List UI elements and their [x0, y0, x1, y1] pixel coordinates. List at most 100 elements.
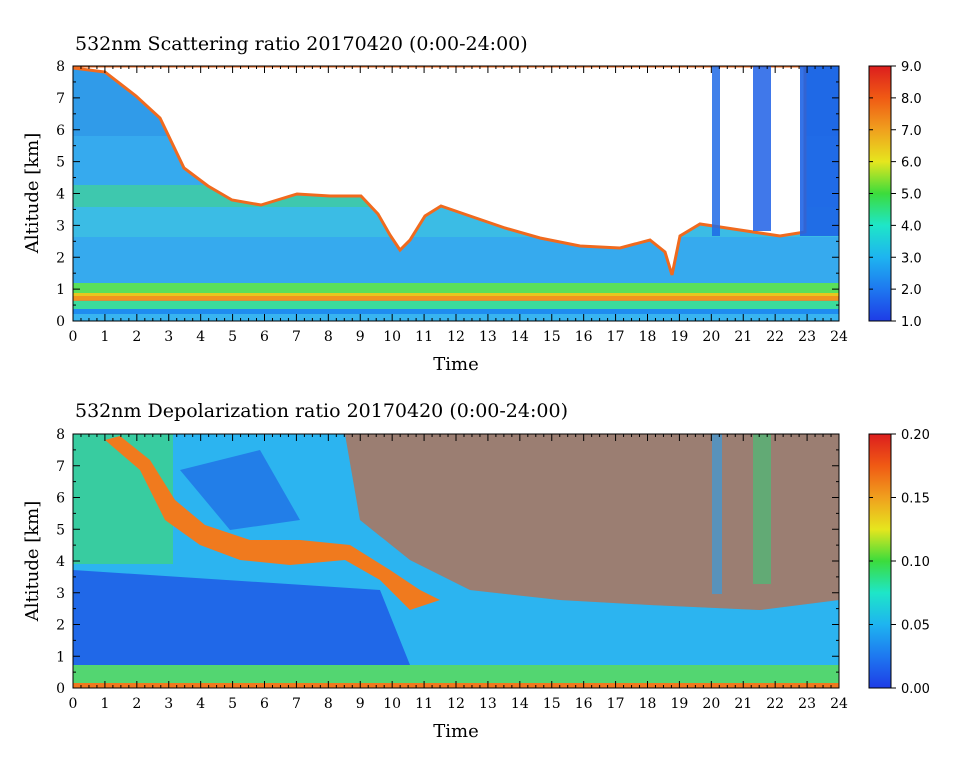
colorbar-tick-label: 5.0 [901, 188, 922, 203]
x-tick-label: 22 [766, 696, 784, 712]
x-tick-label: 17 [607, 696, 625, 712]
scattering-heatmap [73, 66, 839, 321]
colorbar-tick-label: 6.0 [901, 156, 922, 171]
colorbar-tick-label: 7.0 [901, 124, 922, 139]
depolarization-y-axis: 0 1 2 3 4 5 6 7 8 [56, 427, 839, 697]
x-tick-label: 19 [671, 696, 689, 712]
depolarization-title: 532nm Depolarization ratio 20170420 (0:0… [75, 400, 568, 422]
scattering-colorbar-ticks: 1.0 2.0 3.0 4.0 5.0 6.0 7.0 8.0 9.0 [869, 60, 922, 330]
y-tick-label: 6 [56, 123, 65, 139]
colorbar-tick-label: 8.0 [901, 92, 922, 107]
x-tick-label: 12 [447, 329, 465, 345]
y-tick-label: 4 [56, 554, 65, 570]
x-tick-label: 11 [415, 329, 433, 345]
x-tick-label: 3 [164, 696, 173, 712]
x-tick-label: 8 [324, 329, 333, 345]
scattering-title: 532nm Scattering ratio 20170420 (0:00-24… [75, 33, 528, 55]
x-tick-label: 21 [734, 329, 752, 345]
y-tick-label: 5 [56, 155, 65, 171]
scattering-y-label: Altitude [km] [22, 133, 43, 255]
x-tick-label: 21 [734, 696, 752, 712]
x-tick-label: 15 [543, 329, 561, 345]
x-tick-label: 10 [383, 696, 401, 712]
scattering-panel: 532nm Scattering ratio 20170420 (0:00-24… [22, 33, 922, 375]
depolarization-x-label: Time [433, 721, 478, 742]
colorbar-tick-label: 3.0 [901, 251, 922, 266]
x-tick-label: 16 [575, 696, 593, 712]
y-tick-label: 0 [56, 314, 65, 330]
y-tick-label: 3 [56, 218, 65, 234]
x-tick-label: 18 [639, 696, 657, 712]
y-tick-label: 8 [56, 59, 65, 75]
y-tick-label: 7 [56, 459, 65, 475]
colorbar-tick-label: 1.0 [901, 315, 922, 330]
x-tick-label: 6 [260, 696, 269, 712]
scattering-x-label: Time [433, 354, 478, 375]
x-tick-label: 22 [766, 329, 784, 345]
y-tick-label: 7 [56, 91, 65, 107]
x-tick-label: 7 [292, 696, 301, 712]
depolarization-x-axis: 0 1 2 3 4 5 6 7 8 9 10 11 12 13 14 15 16 17 18 19 20 21 22 23 24 [69, 434, 848, 712]
scattering-y-axis: 0 1 2 3 4 5 6 7 8 [56, 59, 839, 330]
y-tick-label: 3 [56, 586, 65, 602]
scattering-cloud-region [73, 66, 807, 276]
depolarization-colorbar-ticks: 0.00 0.05 0.10 0.15 0.20 [869, 428, 930, 697]
x-tick-label: 14 [511, 696, 529, 712]
x-tick-label: 11 [415, 696, 433, 712]
x-tick-label: 1 [100, 696, 109, 712]
x-tick-label: 13 [479, 696, 497, 712]
x-tick-label: 24 [830, 696, 848, 712]
y-tick-label: 0 [56, 681, 65, 697]
x-tick-label: 20 [702, 329, 720, 345]
x-tick-label: 17 [607, 329, 625, 345]
y-tick-label: 2 [56, 618, 65, 634]
x-tick-label: 5 [228, 696, 237, 712]
x-tick-label: 18 [639, 329, 657, 345]
x-tick-label: 1 [100, 329, 109, 345]
colorbar-tick-label: 0.10 [901, 555, 930, 570]
depolarization-y-label: Altitude [km] [22, 501, 43, 623]
colorbar-tick-label: 0.00 [901, 682, 930, 697]
x-tick-label: 4 [196, 329, 205, 345]
colorbar-tick-label: 0.20 [901, 428, 930, 443]
x-tick-label: 0 [69, 696, 78, 712]
x-tick-label: 2 [132, 329, 141, 345]
x-tick-label: 20 [702, 696, 720, 712]
x-tick-label: 6 [260, 329, 269, 345]
x-tick-label: 10 [383, 329, 401, 345]
x-tick-label: 12 [447, 696, 465, 712]
colorbar-tick-label: 9.0 [901, 60, 922, 75]
x-tick-label: 4 [196, 696, 205, 712]
x-tick-label: 13 [479, 329, 497, 345]
colorbar-tick-label: 2.0 [901, 283, 922, 298]
x-tick-label: 8 [324, 696, 333, 712]
x-tick-label: 24 [830, 329, 848, 345]
x-tick-label: 3 [164, 329, 173, 345]
y-tick-label: 6 [56, 491, 65, 507]
depolarization-heatmap [73, 434, 839, 688]
y-tick-label: 5 [56, 522, 65, 538]
colorbar-tick-label: 0.15 [901, 492, 930, 507]
scattering-x-axis: 0 1 2 3 4 5 6 7 8 9 10 11 12 13 14 15 16 17 18 19 20 21 22 23 24 [69, 66, 848, 345]
colorbar-tick-label: 0.05 [901, 619, 930, 634]
x-tick-label: 0 [69, 329, 78, 345]
x-tick-label: 9 [356, 329, 365, 345]
x-tick-label: 16 [575, 329, 593, 345]
x-tick-label: 14 [511, 329, 529, 345]
colorbar-tick-label: 4.0 [901, 219, 922, 234]
depolarization-panel: 532nm Depolarization ratio 20170420 (0:0… [22, 400, 930, 742]
y-tick-label: 4 [56, 187, 65, 203]
x-tick-label: 7 [292, 329, 301, 345]
x-tick-label: 2 [132, 696, 141, 712]
y-tick-label: 1 [56, 282, 65, 298]
x-tick-label: 5 [228, 329, 237, 345]
x-tick-label: 23 [798, 329, 816, 345]
x-tick-label: 15 [543, 696, 561, 712]
x-tick-label: 23 [798, 696, 816, 712]
y-tick-label: 2 [56, 250, 65, 266]
y-tick-label: 8 [56, 427, 65, 443]
x-tick-label: 19 [671, 329, 689, 345]
y-tick-label: 1 [56, 649, 65, 665]
x-tick-label: 9 [356, 696, 365, 712]
